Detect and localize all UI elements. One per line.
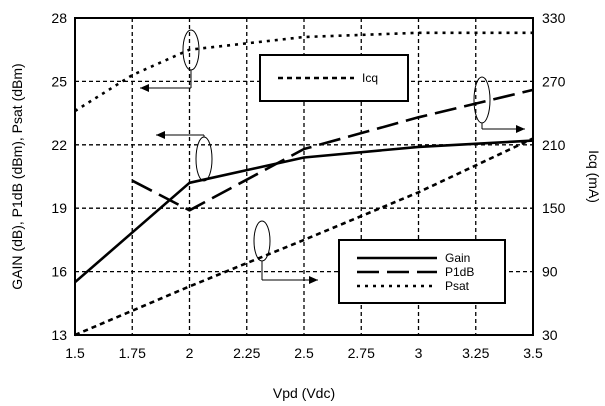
y-left-tick-label: 13 xyxy=(51,327,67,343)
y-left-tick-label: 16 xyxy=(51,264,67,280)
callout-arrowhead xyxy=(140,84,149,92)
callout-arrowhead xyxy=(516,125,525,133)
series-line xyxy=(74,137,534,337)
x-tick-label: 1.75 xyxy=(119,345,146,361)
y-right-tick-label: 90 xyxy=(542,264,558,280)
x-tick-label: 1.5 xyxy=(65,345,85,361)
x-tick-label: 3.5 xyxy=(523,345,543,361)
series-layer xyxy=(74,31,534,337)
x-tick-label: 2.5 xyxy=(294,345,314,361)
y-axis-left-label: GAIN (dB), P1dB (dBm), Psat (dBm) xyxy=(9,63,25,289)
callout-arrowhead xyxy=(309,276,318,284)
x-tick-label: 2.25 xyxy=(233,345,260,361)
y-right-tick-label: 330 xyxy=(542,10,566,26)
x-axis-label: Vpd (Vdc) xyxy=(273,385,335,401)
legend-label: Psat xyxy=(445,279,470,293)
x-tick-label: 2 xyxy=(186,345,194,361)
plot-frame xyxy=(74,17,534,336)
annotation-layer xyxy=(140,29,525,284)
callout-ellipse xyxy=(473,76,491,124)
x-tick-label: 2.75 xyxy=(348,345,375,361)
y-left-tick-label: 22 xyxy=(51,137,67,153)
y-axis-right-label: Icq (mA) xyxy=(586,150,602,203)
legend-label: Gain xyxy=(445,251,470,265)
x-tick-label: 3.25 xyxy=(462,345,489,361)
callout-ellipse xyxy=(253,220,271,262)
y-right-tick-label: 270 xyxy=(542,73,566,89)
series-line xyxy=(131,88,534,212)
y-right-tick-label: 30 xyxy=(542,327,558,343)
legend-label: P1dB xyxy=(445,265,474,279)
x-tick-label: 3 xyxy=(415,345,423,361)
y-right-tick-label: 150 xyxy=(542,200,566,216)
y-left-tick-label: 28 xyxy=(51,10,67,26)
series-line xyxy=(74,139,534,284)
y-left-tick-label: 25 xyxy=(51,73,67,89)
callout-arrowhead xyxy=(156,131,165,139)
legend-label: Icq xyxy=(362,71,378,85)
y-right-tick-label: 210 xyxy=(542,137,566,153)
tick-labels: 1.5 1.75 2 2.25 2.5 2.75 3 3.25 3.5 13 16 19 22 25 28 3… xyxy=(51,10,565,361)
legend-icq: Icq xyxy=(259,54,409,102)
series-line xyxy=(74,31,533,113)
y-left-tick-label: 19 xyxy=(51,200,67,216)
callout-ellipse xyxy=(195,136,213,182)
